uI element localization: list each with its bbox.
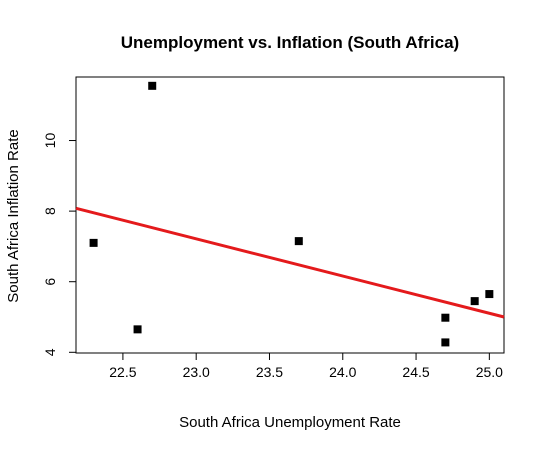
data-point — [133, 325, 142, 334]
regression-line — [75, 206, 505, 319]
data-point — [441, 338, 450, 347]
data-point — [485, 290, 494, 299]
data-point — [294, 237, 303, 246]
data-point — [89, 238, 98, 247]
y-tick-label: 8 — [42, 207, 58, 215]
plot-frame — [75, 76, 505, 354]
x-axis-label: South Africa Unemployment Rate — [179, 414, 401, 431]
chart-title: Unemployment vs. Inflation (South Africa… — [121, 33, 459, 52]
y-tick-label: 10 — [42, 133, 58, 149]
x-tick-label: 25.0 — [476, 364, 503, 380]
data-point — [470, 297, 479, 306]
x-tick-label: 23.0 — [183, 364, 210, 380]
trend-layer — [75, 206, 505, 319]
y-tick-label: 6 — [42, 278, 58, 286]
x-tick-label: 24.5 — [402, 364, 429, 380]
y-axis: 4 6 8 10 — [42, 133, 77, 356]
points-layer — [89, 81, 494, 347]
data-point — [441, 313, 450, 322]
data-point — [148, 81, 157, 90]
y-tick-label: 4 — [42, 348, 58, 356]
x-axis: 22.5 23.0 23.5 24.0 24.5 25.0 — [109, 352, 503, 380]
x-tick-label: 22.5 — [109, 364, 136, 380]
x-tick-label: 24.0 — [329, 364, 356, 380]
y-axis-label: South Africa Inflation Rate — [5, 129, 22, 302]
x-tick-label: 23.5 — [256, 364, 283, 380]
